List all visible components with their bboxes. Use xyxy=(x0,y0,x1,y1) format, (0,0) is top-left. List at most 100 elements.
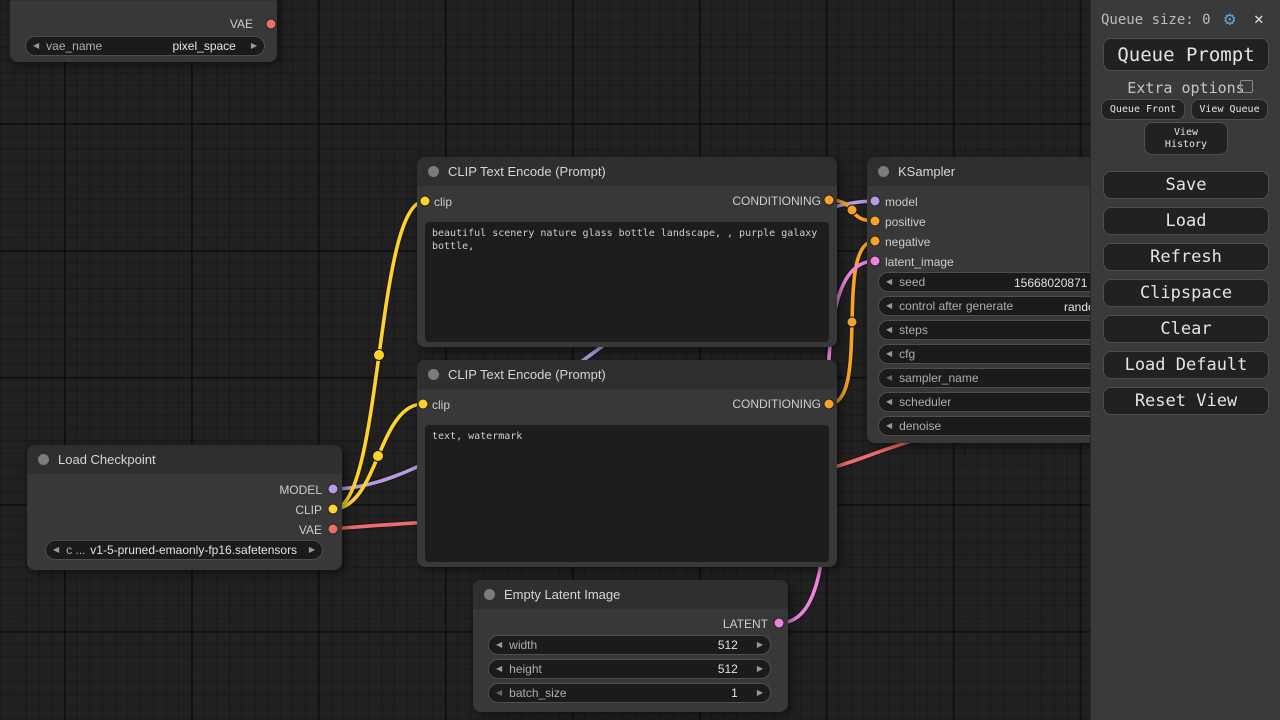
collapse-dot-icon[interactable] xyxy=(428,166,439,177)
output-label-conditioning: CONDITIONING xyxy=(732,397,821,411)
output-dot-vae[interactable] xyxy=(328,524,338,534)
input-dot-model[interactable] xyxy=(870,196,880,206)
arrow-left-icon[interactable]: ◀ xyxy=(886,373,893,382)
input-label-model: model xyxy=(885,195,918,209)
link-midpoint-dot[interactable] xyxy=(846,316,858,328)
widget-label: seed xyxy=(899,275,926,289)
queue-front-button[interactable]: Queue Front xyxy=(1101,99,1185,120)
close-icon[interactable]: ✕ xyxy=(1254,9,1264,28)
widget-label: width xyxy=(509,638,538,652)
link-midpoint-dot[interactable] xyxy=(846,204,858,216)
clear-button[interactable]: Clear xyxy=(1103,315,1269,343)
view-history-line1: View xyxy=(1173,126,1199,138)
widget-value: 1 xyxy=(731,686,738,700)
arrow-right-icon[interactable]: ▶ xyxy=(756,640,763,649)
arrow-left-icon[interactable]: ◀ xyxy=(53,545,60,554)
output-label-latent: LATENT xyxy=(722,617,768,631)
link-midpoint-dot[interactable] xyxy=(373,349,385,361)
node-clip-text-encode-negative[interactable]: CLIP Text Encode (Prompt) clip CONDITION… xyxy=(417,360,837,567)
collapse-dot-icon[interactable] xyxy=(38,454,49,465)
output-dot-clip[interactable] xyxy=(328,504,338,514)
denoise-widget[interactable]: ◀ denoise xyxy=(878,416,1139,436)
node-title-bar[interactable]: CLIP Text Encode (Prompt) xyxy=(417,157,837,186)
arrow-right-icon[interactable]: ▶ xyxy=(756,664,763,673)
input-label-clip: clip xyxy=(434,195,453,209)
node-clip-text-encode-positive[interactable]: CLIP Text Encode (Prompt) clip CONDITION… xyxy=(417,157,837,347)
load-default-button[interactable]: Load Default xyxy=(1103,351,1269,379)
node-title-bar[interactable] xyxy=(10,0,277,1)
arrow-left-icon[interactable]: ◀ xyxy=(496,688,503,697)
ckpt-name-widget[interactable]: ◀ c ... v1-5-pruned-emaonly-fp16.safeten… xyxy=(45,540,323,560)
output-dot-conditioning[interactable] xyxy=(824,399,834,409)
input-dot-clip[interactable] xyxy=(420,196,430,206)
settings-gear-icon[interactable]: ⚙ xyxy=(1224,8,1236,30)
reset-view-button[interactable]: Reset View xyxy=(1103,387,1269,415)
batch-size-widget[interactable]: ◀ batch_size 1 ▶ xyxy=(488,683,771,703)
widget-value: pixel_space xyxy=(172,39,236,53)
queue-prompt-button[interactable]: Queue Prompt xyxy=(1103,38,1269,71)
vae-name-widget[interactable]: ◀ vae_name pixel_space ▶ xyxy=(25,36,265,56)
input-dot-positive[interactable] xyxy=(870,216,880,226)
input-dot-clip[interactable] xyxy=(418,399,428,409)
view-history-line2: History xyxy=(1164,138,1208,150)
arrow-left-icon[interactable]: ◀ xyxy=(496,664,503,673)
scheduler-widget[interactable]: ◀ scheduler xyxy=(878,392,1139,412)
load-button[interactable]: Load xyxy=(1103,207,1269,235)
arrow-left-icon[interactable]: ◀ xyxy=(886,421,893,430)
node-title-bar[interactable]: Load Checkpoint xyxy=(27,445,342,474)
collapse-dot-icon[interactable] xyxy=(878,166,889,177)
input-dot-negative[interactable] xyxy=(870,236,880,246)
extra-options-label: Extra options xyxy=(1127,79,1245,97)
arrow-left-icon[interactable]: ◀ xyxy=(496,640,503,649)
input-label-negative: negative xyxy=(885,235,931,249)
node-empty-latent-image[interactable]: Empty Latent Image LATENT ◀ width 512 ▶ … xyxy=(473,580,788,712)
output-label-vae: VAE xyxy=(298,523,322,537)
widget-label: c ... xyxy=(66,543,86,557)
arrow-right-icon[interactable]: ▶ xyxy=(308,545,315,554)
output-dot-model[interactable] xyxy=(328,484,338,494)
width-widget[interactable]: ◀ width 512 ▶ xyxy=(488,635,771,655)
view-history-button[interactable]: View History xyxy=(1144,122,1228,155)
collapse-dot-icon[interactable] xyxy=(484,589,495,600)
node-title-bar[interactable]: CLIP Text Encode (Prompt) xyxy=(417,360,837,389)
widget-label: sampler_name xyxy=(899,371,979,385)
link-midpoint-dot[interactable] xyxy=(372,450,384,462)
node-title: CLIP Text Encode (Prompt) xyxy=(448,164,606,179)
cfg-widget[interactable]: ◀ cfg xyxy=(878,344,1139,364)
extra-options-checkbox[interactable] xyxy=(1240,80,1253,93)
node-load-checkpoint[interactable]: Load Checkpoint MODEL CLIP VAE ◀ c ... v… xyxy=(27,445,342,570)
seed-widget[interactable]: ◀ seed 15668020871 xyxy=(878,272,1139,292)
refresh-button[interactable]: Refresh xyxy=(1103,243,1269,271)
node-title-bar[interactable]: Empty Latent Image xyxy=(473,580,788,609)
output-dot-latent[interactable] xyxy=(774,618,784,628)
arrow-left-icon[interactable]: ◀ xyxy=(886,397,893,406)
node-vae-loader[interactable]: VAE ◀ vae_name pixel_space ▶ xyxy=(10,0,277,62)
save-button[interactable]: Save xyxy=(1103,171,1269,199)
arrow-left-icon[interactable]: ◀ xyxy=(886,277,893,286)
input-dot-latent-image[interactable] xyxy=(870,256,880,266)
node-title: KSampler xyxy=(898,164,956,179)
arrow-left-icon[interactable]: ◀ xyxy=(33,41,40,50)
view-queue-button[interactable]: View Queue xyxy=(1191,99,1268,120)
widget-label: cfg xyxy=(899,347,916,361)
arrow-left-icon[interactable]: ◀ xyxy=(886,349,893,358)
steps-widget[interactable]: ◀ steps xyxy=(878,320,1139,340)
widget-label: vae_name xyxy=(46,39,103,53)
collapse-dot-icon[interactable] xyxy=(428,369,439,380)
output-dot-vae[interactable] xyxy=(266,19,276,29)
widget-label: scheduler xyxy=(899,395,952,409)
prompt-textarea[interactable]: text, watermark xyxy=(425,425,829,562)
height-widget[interactable]: ◀ height 512 ▶ xyxy=(488,659,771,679)
prompt-textarea[interactable]: beautiful scenery nature glass bottle la… xyxy=(425,222,829,342)
input-label-latent-image: latent_image xyxy=(885,255,954,269)
arrow-left-icon[interactable]: ◀ xyxy=(886,325,893,334)
arrow-right-icon[interactable]: ▶ xyxy=(250,41,257,50)
sampler-name-widget[interactable]: ◀ sampler_name xyxy=(878,368,1139,388)
output-dot-conditioning[interactable] xyxy=(824,195,834,205)
output-label-conditioning: CONDITIONING xyxy=(732,194,821,208)
arrow-right-icon[interactable]: ▶ xyxy=(756,688,763,697)
widget-label: steps xyxy=(899,323,928,337)
arrow-left-icon[interactable]: ◀ xyxy=(886,301,893,310)
clipspace-button[interactable]: Clipspace xyxy=(1103,279,1269,307)
